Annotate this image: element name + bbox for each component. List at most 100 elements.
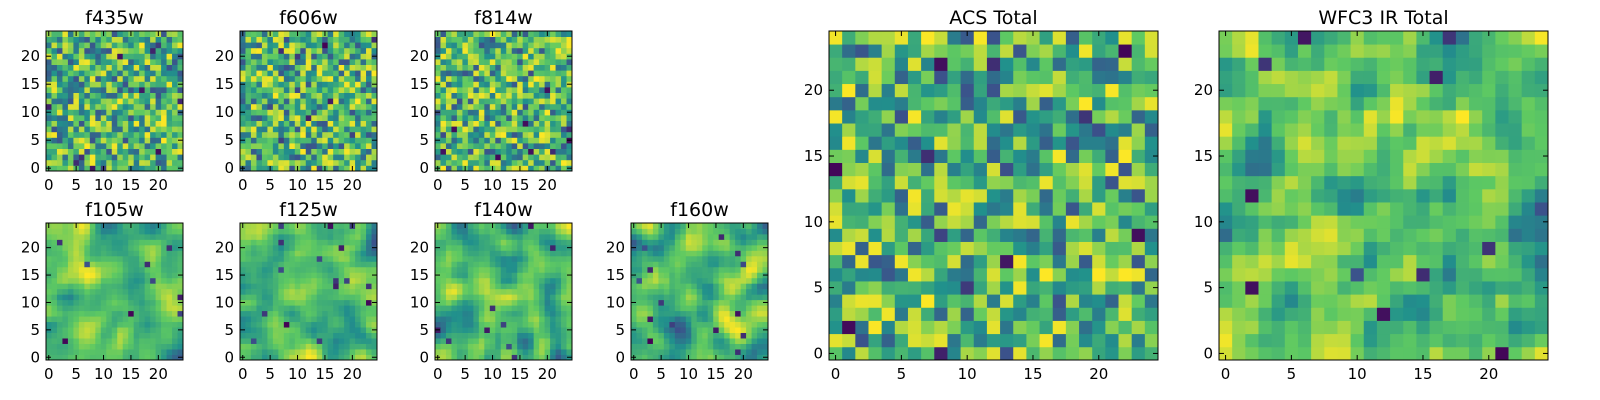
heatmap-cell: [550, 159, 556, 166]
heatmap-cell: [517, 81, 524, 88]
heatmap-cell: [1079, 254, 1093, 269]
heatmap-cell: [506, 283, 513, 290]
heatmap-cell: [366, 42, 372, 49]
heatmap-cell: [506, 288, 513, 295]
heatmap-cell: [73, 299, 80, 306]
heatmap-cell: [528, 277, 535, 284]
heatmap-cell: [316, 47, 323, 54]
heatmap-f140w: [435, 223, 573, 361]
heatmap-cell: [172, 47, 178, 54]
heatmap-cell: [300, 266, 307, 273]
heatmap-cell: [278, 98, 285, 105]
heatmap-cell: [144, 321, 151, 328]
heatmap-cell: [155, 250, 162, 257]
heatmap-cell: [1105, 267, 1119, 282]
heatmap-cell: [144, 165, 151, 172]
heatmap-cell: [333, 255, 340, 262]
heatmap-cell: [128, 299, 135, 306]
heatmap-cell: [652, 255, 659, 262]
heatmap-cell: [517, 120, 524, 127]
heatmap-cell: [934, 254, 948, 269]
heatmap-cell: [724, 327, 731, 333]
heatmap-cell: [467, 59, 474, 65]
heatmap-cell: [947, 267, 961, 282]
heatmap-cell: [735, 239, 741, 246]
heatmap-cell: [100, 159, 107, 166]
heatmap-cell: [550, 255, 556, 262]
heatmap-cell: [166, 154, 173, 161]
heatmap-cell: [934, 228, 948, 242]
heatmap-cell: [894, 202, 909, 216]
heatmap-cell: [333, 332, 340, 339]
heatmap-cell: [555, 31, 562, 37]
heatmap-cell: [360, 233, 367, 240]
heatmap-cell: [1079, 294, 1093, 308]
heatmap-cell: [435, 321, 441, 328]
heatmap-cell: [1039, 228, 1054, 242]
heatmap-cell: [680, 294, 687, 301]
heatmap-cell: [89, 103, 96, 110]
heatmap-cell: [696, 288, 703, 295]
heatmap-cell: [696, 255, 703, 262]
heatmap-cell: [707, 272, 714, 279]
heatmap-cell: [283, 272, 290, 279]
heatmap-cell: [316, 223, 323, 229]
heatmap-cell: [111, 159, 118, 166]
heatmap-cell: [467, 87, 474, 93]
heatmap-cell: [139, 103, 146, 110]
heatmap-cell: [550, 126, 556, 133]
heatmap-cell: [245, 349, 252, 355]
heatmap-cell: [89, 255, 96, 262]
heatmap-cell: [511, 115, 518, 121]
heatmap-cell: [495, 103, 502, 110]
heatmap-cell: [478, 47, 485, 54]
heatmap-cell: [172, 59, 178, 65]
heatmap-cell: [641, 327, 648, 333]
heatmap-cell: [133, 223, 140, 229]
heatmap-cell: [333, 120, 340, 127]
heatmap-cell: [539, 159, 545, 166]
heatmap-cell: [338, 148, 345, 155]
heatmap-cell: [445, 261, 452, 268]
heatmap-cell: [473, 305, 480, 312]
heatmap-cell: [528, 316, 535, 323]
heatmap-cell: [250, 343, 257, 350]
heatmap-cell: [305, 31, 312, 37]
heatmap-cell: [986, 241, 1001, 256]
heatmap-cell: [344, 261, 350, 268]
heatmap-cell: [680, 255, 687, 262]
x-tick-label: 0: [44, 176, 54, 194]
heatmap-cell: [62, 305, 69, 312]
heatmap-cell: [172, 42, 178, 49]
heatmap-cell: [278, 283, 285, 290]
heatmap-cell: [445, 277, 452, 284]
heatmap-cell: [478, 343, 485, 350]
heatmap-cell: [489, 126, 496, 133]
heatmap-cell: [566, 98, 573, 105]
heatmap-cell: [533, 261, 540, 268]
heatmap-cell: [289, 228, 296, 235]
heatmap-cell: [89, 233, 96, 240]
heatmap-cell: [489, 59, 496, 65]
heatmap-cell: [316, 327, 323, 333]
heatmap-cell: [751, 354, 758, 361]
heatmap-cell: [894, 333, 909, 348]
heatmap-cell: [117, 261, 124, 268]
heatmap-cell: [300, 332, 307, 339]
x-tick-label: 20: [343, 176, 362, 194]
heatmap-cell: [691, 228, 698, 235]
heatmap-cell: [467, 327, 474, 333]
heatmap-cell: [500, 266, 507, 273]
heatmap-cell: [539, 87, 545, 93]
heatmap-cell: [177, 159, 184, 166]
heatmap-cell: [95, 261, 102, 268]
heatmap-cell: [84, 137, 91, 144]
heatmap-cell: [122, 294, 129, 301]
heatmap-cell: [89, 349, 96, 355]
heatmap-cell: [78, 327, 85, 333]
heatmap-cell: [272, 349, 279, 355]
heatmap-cell: [240, 126, 246, 133]
heatmap-cell: [46, 283, 52, 290]
heatmap-cell: [366, 154, 372, 161]
